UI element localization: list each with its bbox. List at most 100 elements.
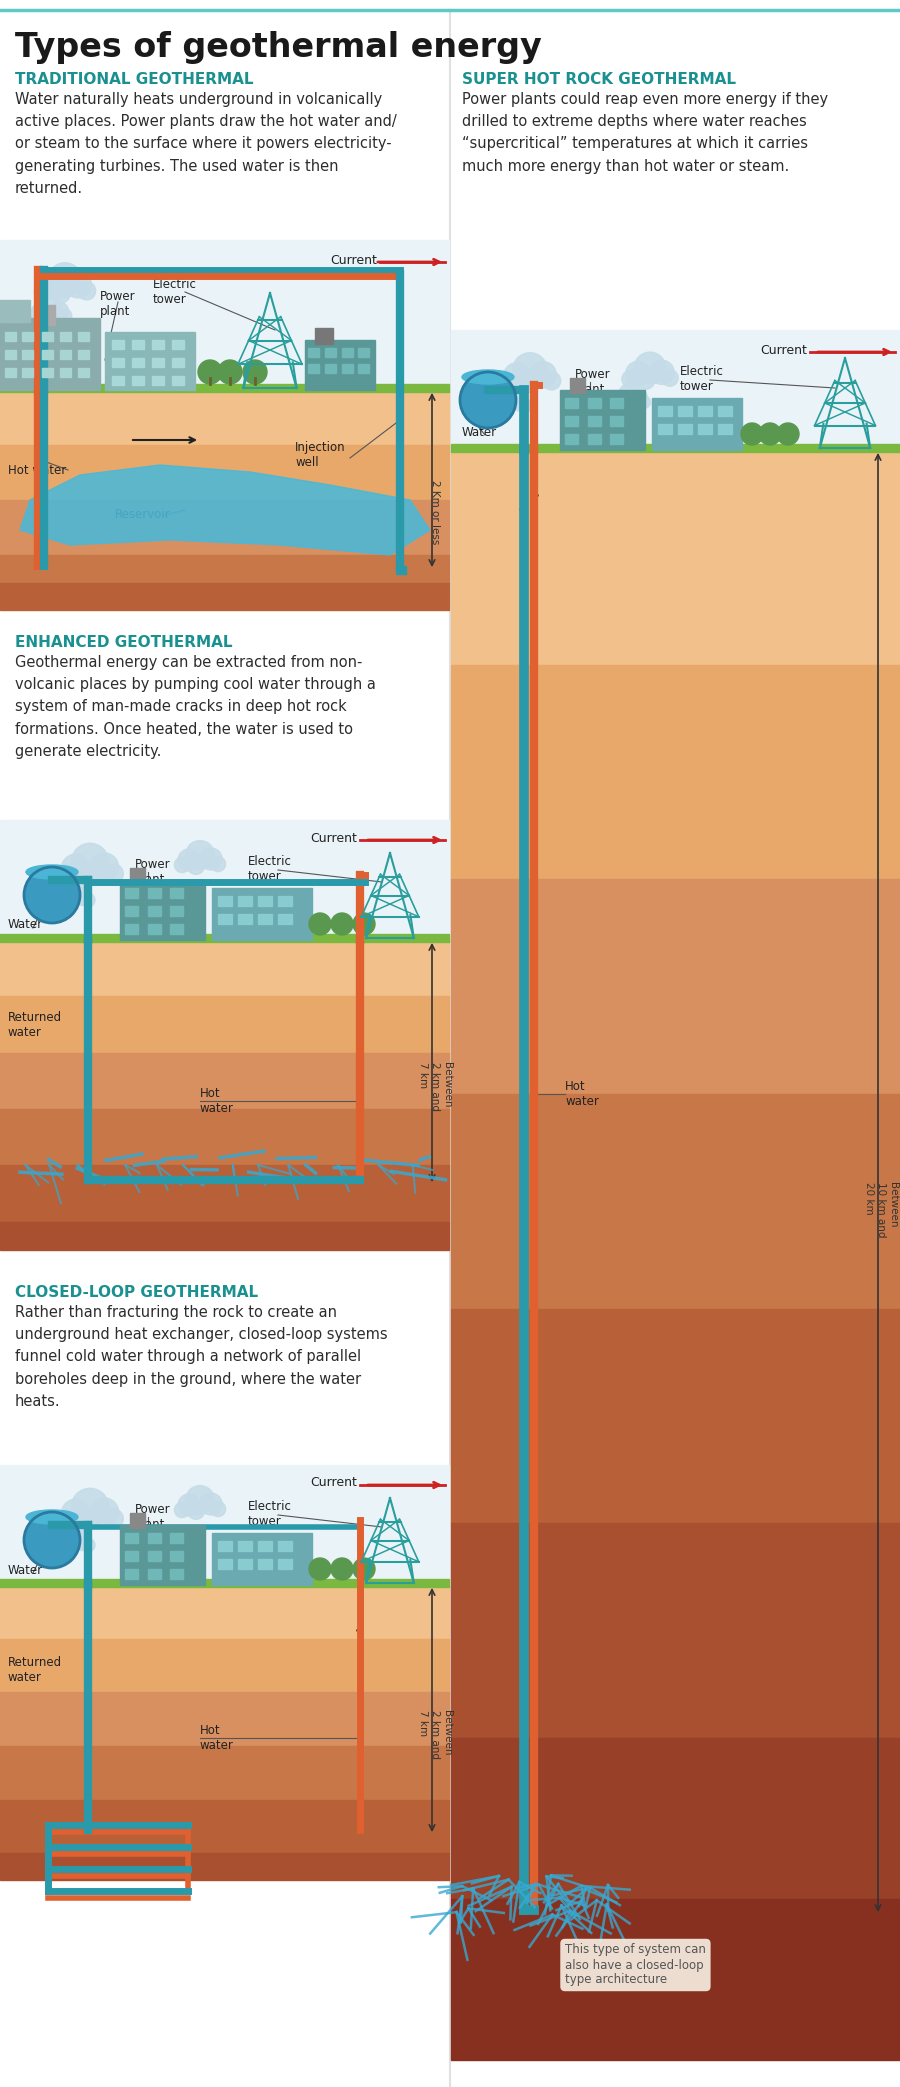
- Circle shape: [518, 399, 532, 411]
- Bar: [5, 367, 16, 378]
- Circle shape: [59, 879, 85, 906]
- Text: Power
plant: Power plant: [135, 1503, 171, 1532]
- Bar: [0, 1580, 449, 1586]
- Bar: [451, 1845, 900, 1899]
- Bar: [0, 317, 100, 390]
- Circle shape: [61, 1540, 76, 1555]
- Text: Returned
water: Returned water: [8, 1010, 62, 1039]
- Bar: [451, 1039, 900, 1094]
- Bar: [308, 363, 319, 374]
- Bar: [172, 340, 184, 349]
- Circle shape: [200, 1492, 222, 1515]
- Bar: [172, 359, 184, 367]
- Circle shape: [243, 359, 267, 384]
- Circle shape: [71, 1488, 109, 1526]
- Text: Current: Current: [760, 344, 807, 357]
- Bar: [0, 417, 449, 445]
- Bar: [125, 925, 138, 935]
- Text: Hot water: Hot water: [8, 463, 67, 476]
- Circle shape: [77, 282, 95, 301]
- Bar: [565, 434, 578, 445]
- Bar: [0, 1584, 449, 1611]
- Bar: [0, 939, 449, 968]
- Circle shape: [72, 1530, 92, 1551]
- Bar: [170, 1569, 183, 1580]
- Bar: [451, 557, 900, 611]
- Circle shape: [74, 866, 95, 887]
- Text: ENHANCED GEOTHERMAL: ENHANCED GEOTHERMAL: [15, 634, 232, 649]
- Bar: [610, 434, 623, 445]
- Bar: [278, 1540, 292, 1551]
- Bar: [451, 1684, 900, 1738]
- Bar: [78, 351, 89, 359]
- Circle shape: [38, 296, 62, 319]
- Ellipse shape: [462, 369, 514, 384]
- Text: Water: Water: [8, 918, 43, 931]
- Bar: [358, 363, 369, 374]
- Bar: [678, 407, 692, 415]
- Bar: [0, 1772, 449, 1799]
- Bar: [0, 528, 449, 555]
- Bar: [130, 1513, 145, 1528]
- Text: SUPER HOT ROCK GEOTHERMAL: SUPER HOT ROCK GEOTHERMAL: [462, 71, 736, 88]
- Circle shape: [57, 866, 76, 885]
- Bar: [22, 332, 33, 340]
- Circle shape: [630, 390, 648, 407]
- Bar: [451, 611, 900, 664]
- Circle shape: [500, 401, 514, 415]
- Bar: [588, 399, 601, 407]
- Bar: [0, 1137, 449, 1165]
- Bar: [0, 995, 449, 1025]
- Bar: [148, 1534, 161, 1542]
- Bar: [148, 1551, 161, 1561]
- Bar: [0, 820, 449, 939]
- Bar: [5, 332, 16, 340]
- Bar: [0, 1194, 449, 1221]
- Bar: [0, 1165, 449, 1194]
- Bar: [0, 1826, 449, 1853]
- Circle shape: [52, 1532, 72, 1551]
- Circle shape: [530, 361, 556, 388]
- Circle shape: [634, 353, 666, 384]
- Bar: [278, 895, 292, 906]
- Circle shape: [491, 392, 510, 411]
- Bar: [258, 1540, 272, 1551]
- Circle shape: [81, 893, 95, 908]
- Circle shape: [500, 374, 518, 390]
- Circle shape: [622, 371, 639, 388]
- Circle shape: [178, 1494, 200, 1515]
- Text: Geothermal energy can be extracted from non-
volcanic places by pumping cool wat: Geothermal energy can be extracted from …: [15, 655, 376, 760]
- Bar: [278, 1559, 292, 1569]
- Bar: [451, 1469, 900, 1524]
- Circle shape: [48, 263, 82, 296]
- Circle shape: [777, 424, 799, 445]
- Bar: [610, 399, 623, 407]
- Bar: [658, 407, 672, 415]
- Bar: [451, 1309, 900, 1363]
- Circle shape: [28, 311, 41, 323]
- Bar: [0, 1853, 449, 1880]
- Bar: [0, 1747, 449, 1772]
- Circle shape: [504, 363, 530, 388]
- Bar: [170, 1551, 183, 1561]
- Text: Power plants could reap even more energy if they
drilled to extreme depths where: Power plants could reap even more energy…: [462, 92, 828, 173]
- Circle shape: [178, 849, 200, 870]
- Text: Current: Current: [330, 253, 377, 267]
- Bar: [560, 390, 645, 451]
- Bar: [132, 359, 144, 367]
- Bar: [112, 340, 124, 349]
- Circle shape: [200, 847, 222, 870]
- Bar: [0, 240, 449, 390]
- Text: Returned
water: Returned water: [8, 1655, 62, 1684]
- Circle shape: [71, 843, 109, 881]
- Text: Hot
water: Hot water: [565, 1079, 599, 1108]
- Bar: [451, 1578, 900, 1630]
- Circle shape: [175, 858, 190, 872]
- Circle shape: [460, 371, 516, 428]
- Circle shape: [498, 386, 522, 411]
- Bar: [60, 367, 71, 378]
- Bar: [152, 340, 164, 349]
- Circle shape: [104, 864, 123, 883]
- Ellipse shape: [26, 1511, 78, 1524]
- Text: This type of system can
also have a closed-loop
type architecture: This type of system can also have a clos…: [565, 1943, 706, 1987]
